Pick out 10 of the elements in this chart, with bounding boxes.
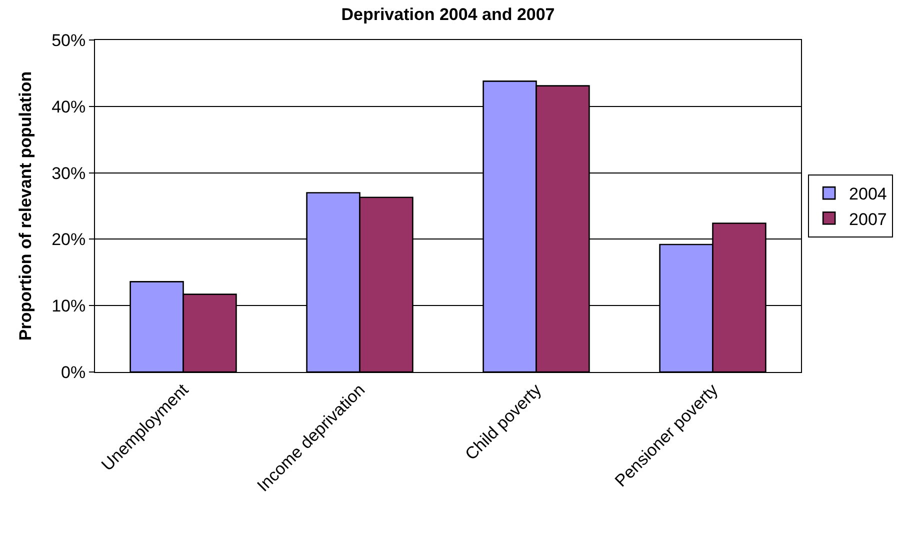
y-tick-label: 20% — [52, 230, 86, 250]
y-tick-label: 40% — [52, 97, 86, 116]
chart-title: Deprivation 2004 and 2007 — [341, 5, 555, 24]
y-axis-title: Proportion of relevant population — [16, 71, 36, 341]
y-tick-label: 0% — [61, 362, 86, 382]
legend-label: 2004 — [849, 184, 887, 204]
y-tick-label: 30% — [52, 164, 86, 183]
y-tick-label: 50% — [52, 30, 86, 50]
y-tick-label: 10% — [52, 296, 86, 316]
legend-label: 2007 — [849, 210, 887, 229]
